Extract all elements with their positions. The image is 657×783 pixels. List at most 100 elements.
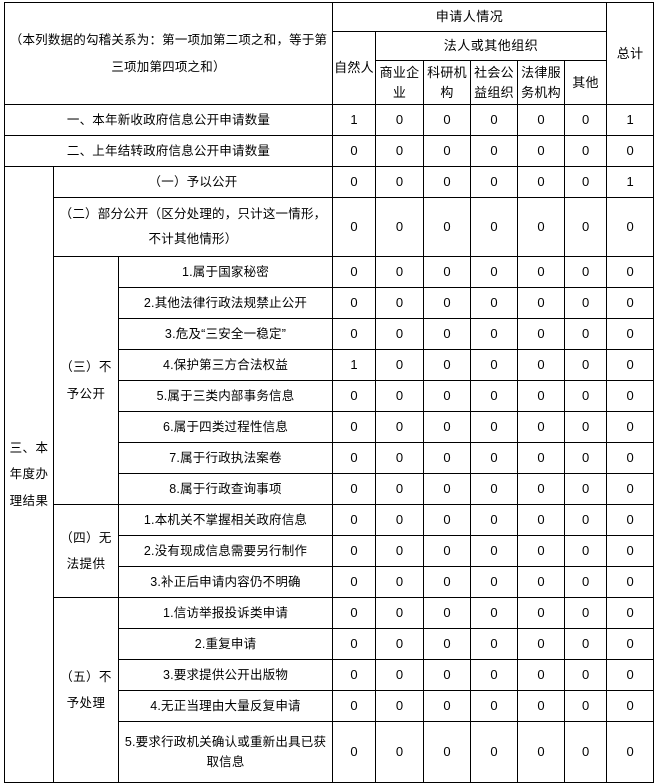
row-label-needs-separate-creation-text: 2.没有现成信息需要另行制作 xyxy=(143,544,308,558)
table-row: 5.属于三类内部事务信息 0 0 0 0 0 0 0 xyxy=(5,380,655,412)
cell-value: 0 xyxy=(375,535,425,567)
cell-value: 0 xyxy=(423,411,472,443)
cell-value: 0 xyxy=(332,535,377,567)
cell-value: 0 xyxy=(606,318,655,350)
row-label-new-applications: 一、本年新收政府信息公开申请数量 xyxy=(3,104,334,136)
cell-value: 0 xyxy=(564,504,608,536)
cell-value: 0 xyxy=(564,135,608,167)
cell-value: 0 xyxy=(423,104,472,136)
header-row-subcolumns: 商业企业 科研机构 社会公益组织 法律服务机构 其他 xyxy=(5,60,654,105)
cell-value: 0 xyxy=(517,628,566,660)
cell-value: 0 xyxy=(332,287,377,319)
cell-value: 0 xyxy=(517,473,566,505)
cell-value: 0 xyxy=(375,690,425,722)
header-total-label: 总计 xyxy=(616,45,644,61)
cell-value: 0 xyxy=(564,628,608,660)
header-col-research-institution: 科研机构 xyxy=(423,60,472,105)
cell-value: 0 xyxy=(375,135,425,167)
cell-value: 0 xyxy=(606,380,655,412)
row-label-internal-affairs-information: 5.属于三类内部事务信息 xyxy=(117,380,334,412)
cell-value: 0 xyxy=(606,197,655,257)
row-label-not-disclose-text: （三）不予公开 xyxy=(60,360,112,401)
row-label-carried-over-applications-text: 二、上年结转政府信息公开申请数量 xyxy=(66,144,271,158)
cell-value: 0 xyxy=(564,566,608,598)
header-col-commercial-enterprise-label: 商业企业 xyxy=(379,65,420,100)
cell-value: 0 xyxy=(470,442,519,474)
cell-value: 0 xyxy=(517,721,566,783)
cell-value: 0 xyxy=(564,597,608,629)
table-row: 三、本年度办理结果 （一）予以公开 0 0 0 0 0 0 1 xyxy=(4,166,655,783)
cell-value: 0 xyxy=(606,135,655,167)
row-label-administrative-inquiry-matter-text: 8.属于行政查询事项 xyxy=(169,482,282,496)
row-label-disclose: （一）予以公开 xyxy=(52,166,334,198)
cell-value: 0 xyxy=(375,380,425,412)
cell-value: 0 xyxy=(564,473,608,505)
cell-value: 0 xyxy=(375,504,425,536)
cell-value: 0 xyxy=(423,473,472,505)
cell-value: 0 xyxy=(423,659,472,691)
cell-value: 0 xyxy=(517,380,566,412)
row-label-cannot-provide-text: （四）无法提供 xyxy=(60,530,112,571)
cell-value: 0 xyxy=(470,197,519,257)
row-label-internal-affairs-information-text: 5.属于三类内部事务信息 xyxy=(156,389,295,403)
row-label-annual-processing-results: 三、本年度办理结果 xyxy=(4,166,54,783)
cell-value: 0 xyxy=(564,721,608,783)
row-label-published-material-request-text: 3.要求提供公开出版物 xyxy=(162,668,289,682)
cell-value: 0 xyxy=(332,256,377,288)
cell-value: 0 xyxy=(375,721,425,783)
cell-value: 0 xyxy=(470,318,519,350)
cell-value: 0 xyxy=(606,504,655,536)
row-label-partial-disclose: （二）部分公开（区分处理的，只计这一情形，不计其他情形） xyxy=(52,197,334,257)
table-row: 7.属于行政执法案卷 0 0 0 0 0 0 0 xyxy=(5,442,655,474)
cell-value: 0 xyxy=(606,690,655,722)
row-label-new-applications-text: 一、本年新收政府信息公开申请数量 xyxy=(66,113,271,127)
row-label-duplicate-request: 2.重复申请 xyxy=(117,628,334,660)
cell-value: 0 xyxy=(423,628,472,660)
row-label-repeated-unjustified-request-text: 4.无正当理由大量反复申请 xyxy=(150,699,301,713)
row-label-process-information: 6.属于四类过程性信息 xyxy=(117,411,334,443)
cell-value: 0 xyxy=(375,256,425,288)
table-row: 8.属于行政查询事项 0 0 0 0 0 0 0 xyxy=(5,473,655,505)
cell-value: 0 xyxy=(470,380,519,412)
table-row: 二、上年结转政府信息公开申请数量 0 0 0 0 0 0 0 xyxy=(3,135,655,167)
cell-value: 0 xyxy=(332,690,377,722)
cell-value: 0 xyxy=(332,566,377,598)
cell-value: 0 xyxy=(423,504,472,536)
cell-value: 0 xyxy=(423,166,472,198)
cell-value: 0 xyxy=(423,318,472,350)
cell-value: 1 xyxy=(332,104,377,136)
cell-value: 0 xyxy=(606,597,655,629)
cell-value: 0 xyxy=(375,349,425,381)
header-legal-person-group-label: 法人或其他组织 xyxy=(443,37,539,53)
cell-value: 0 xyxy=(423,256,472,288)
row-label-needs-separate-creation: 2.没有现成信息需要另行制作 xyxy=(117,535,334,567)
header-col-social-welfare-organization-label: 社会公益组织 xyxy=(474,65,514,100)
cell-value: 0 xyxy=(517,197,566,257)
cell-value: 0 xyxy=(332,628,377,660)
cell-value: 0 xyxy=(470,659,519,691)
cell-value: 0 xyxy=(423,380,472,412)
row-label-state-secret-text: 1.属于国家秘密 xyxy=(181,265,270,279)
row-label-disclose-text: （一）予以公开 xyxy=(148,174,238,189)
row-label-process-information-text: 6.属于四类过程性信息 xyxy=(162,420,289,434)
cell-value: 0 xyxy=(375,628,425,660)
cell-value: 0 xyxy=(470,104,519,136)
cell-value: 0 xyxy=(470,721,519,783)
cell-value: 0 xyxy=(375,597,425,629)
header-row-group: （本列数据的勾稽关系为：第一项加第二项之和，等于第三项加第四项之和） 申请人情况… xyxy=(3,2,655,105)
cell-value: 0 xyxy=(564,411,608,443)
table-row: 3.要求提供公开出版物 0 0 0 0 0 0 0 xyxy=(5,659,655,691)
header-col-legal-service-institution: 法律服务机构 xyxy=(517,60,566,105)
table-row: （三）不予公开 1.属于国家秘密 0 0 0 0 0 0 0 xyxy=(5,256,655,505)
cell-value: 0 xyxy=(423,135,472,167)
cell-value: 0 xyxy=(332,135,377,167)
table-note-text: （本列数据的勾稽关系为：第一项加第二项之和，等于第三项加第四项之和） xyxy=(9,32,328,74)
cell-value: 0 xyxy=(375,442,425,474)
cell-value: 0 xyxy=(606,628,655,660)
row-label-carried-over-applications: 二、上年结转政府信息公开申请数量 xyxy=(3,135,334,167)
cell-value: 0 xyxy=(517,690,566,722)
row-label-petition-complaint-request: 1.信访举报投诉类申请 xyxy=(117,597,334,629)
cell-value: 0 xyxy=(375,287,425,319)
cell-value: 0 xyxy=(423,721,472,783)
cell-value: 0 xyxy=(564,349,608,381)
